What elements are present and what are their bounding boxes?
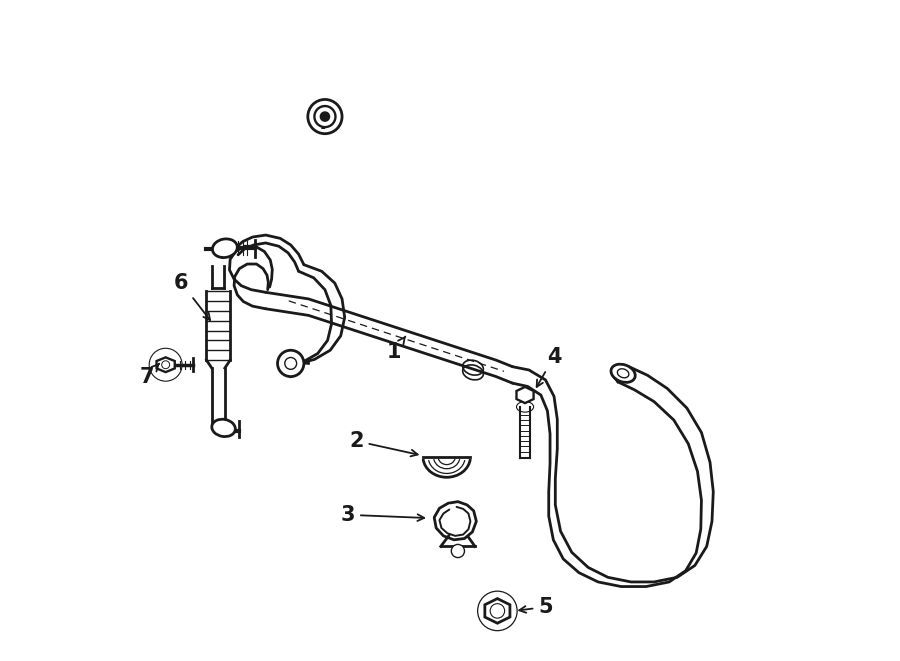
Ellipse shape bbox=[212, 419, 235, 437]
Text: 1: 1 bbox=[387, 336, 405, 362]
Text: 5: 5 bbox=[519, 597, 553, 617]
Text: 2: 2 bbox=[349, 431, 418, 456]
Text: 4: 4 bbox=[536, 347, 562, 387]
Text: 6: 6 bbox=[175, 273, 210, 320]
Polygon shape bbox=[157, 358, 175, 372]
Circle shape bbox=[451, 545, 464, 558]
Polygon shape bbox=[485, 599, 510, 623]
Circle shape bbox=[284, 358, 297, 369]
Text: 7: 7 bbox=[140, 364, 159, 387]
Circle shape bbox=[277, 350, 304, 377]
Circle shape bbox=[320, 112, 329, 121]
Text: 3: 3 bbox=[341, 505, 424, 525]
Circle shape bbox=[491, 603, 505, 618]
Circle shape bbox=[162, 361, 169, 369]
Circle shape bbox=[308, 99, 342, 134]
Ellipse shape bbox=[212, 239, 238, 258]
Ellipse shape bbox=[517, 402, 534, 412]
Circle shape bbox=[314, 106, 336, 127]
Ellipse shape bbox=[617, 369, 629, 378]
Text: 7: 7 bbox=[318, 108, 332, 133]
Polygon shape bbox=[517, 387, 534, 403]
Ellipse shape bbox=[611, 364, 635, 383]
